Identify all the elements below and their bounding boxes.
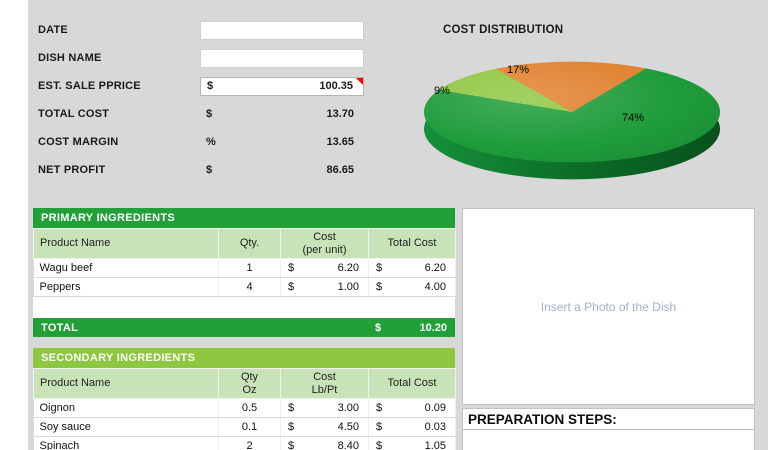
col-qty: Qty. [218, 228, 281, 259]
sale-price-value: 100.35 [319, 80, 353, 92]
cell-comment-indicator [356, 77, 363, 85]
cost-margin-value: 13.65 [326, 136, 354, 148]
secondary-ingredients-section: SECONDARY INGREDIENTS Product Name Qty O… [33, 348, 456, 450]
preparation-steps-panel: PREPARATION STEPS: [462, 408, 755, 450]
primary-ingredients-table: Product Name Qty. Cost (per unit) Total … [33, 228, 456, 297]
col-qty-oz: Qty Oz [218, 368, 281, 399]
qty-cell[interactable]: 1 [218, 258, 281, 278]
unit-cost-cell[interactable]: $1.00 [280, 277, 369, 297]
col-total-cost: Total Cost [368, 368, 456, 399]
primary-ingredients-section: PRIMARY INGREDIENTS Product Name Qty. Co… [33, 208, 456, 337]
product-name-cell[interactable]: Spinach [33, 436, 219, 450]
total-cost-value: 13.70 [326, 108, 354, 120]
col-product-name: Product Name [33, 228, 219, 259]
pie-slices [424, 61, 720, 163]
spreadsheet-left-margin [0, 0, 28, 450]
product-name-cell[interactable]: Oignon [33, 398, 219, 418]
total-label: TOTAL [41, 321, 79, 334]
cost-margin-row: COST MARGIN % 13.65 [38, 128, 368, 156]
col-product-name: Product Name [33, 368, 219, 399]
total-cost-label: TOTAL COST [38, 108, 110, 120]
secondary-table-header-row: Product Name Qty Oz Cost Lb/Pt Total Cos… [33, 368, 456, 399]
net-profit-value: 86.65 [326, 164, 354, 176]
cost-margin-cell: % 13.65 [200, 133, 364, 152]
total-cost-cell: $1.05 [368, 436, 456, 450]
primary-total-row: TOTAL $10.20 [33, 318, 455, 337]
qty-cell[interactable]: 4 [218, 277, 281, 297]
pie-label-9: 9% [434, 85, 450, 97]
table-row: Oignon 0.5 $3.00 $0.09 [33, 398, 456, 418]
net-profit-row: NET PROFIT $ 86.65 [38, 156, 368, 184]
total-cost-cell: $4.00 [368, 277, 456, 297]
photo-placeholder-text: Insert a Photo of the Dish [540, 299, 677, 314]
unit-cost-cell[interactable]: $8.40 [280, 436, 369, 450]
cost-distribution-pie-chart[interactable] [424, 61, 720, 180]
dish-name-input[interactable] [200, 48, 364, 68]
secondary-ingredients-header: SECONDARY INGREDIENTS [33, 348, 455, 368]
total-cost-cell: $0.03 [368, 417, 456, 437]
table-row: Spinach 2 $8.40 $1.05 [33, 436, 456, 450]
currency-symbol: $ [207, 80, 214, 92]
currency-symbol: $ [206, 164, 213, 176]
col-cost-per-unit: Cost (per unit) [280, 228, 369, 259]
pie-label-17: 17% [507, 64, 530, 76]
total-cost-cell: $ 13.70 [200, 105, 364, 124]
table-row: Peppers 4 $1.00 $4.00 [33, 277, 456, 297]
date-label: DATE [38, 24, 68, 36]
dish-name-row: DISH NAME [38, 44, 368, 72]
unit-cost-cell[interactable]: $4.50 [280, 417, 369, 437]
date-row: DATE [38, 16, 368, 44]
product-name-cell[interactable]: Wagu beef [33, 258, 219, 278]
currency-symbol: $ [206, 108, 213, 120]
net-profit-label: NET PROFIT [38, 164, 106, 176]
empty-ingredient-row[interactable] [33, 297, 455, 318]
percent-symbol: % [206, 136, 216, 148]
qty-cell[interactable]: 2 [218, 436, 281, 450]
secondary-ingredients-table: Product Name Qty Oz Cost Lb/Pt Total Cos… [33, 368, 456, 450]
cost-margin-label: COST MARGIN [38, 136, 119, 148]
qty-cell[interactable]: 0.5 [218, 398, 281, 418]
table-row: Wagu beef 1 $6.20 $6.20 [33, 258, 456, 278]
primary-ingredients-header: PRIMARY INGREDIENTS [33, 208, 455, 228]
product-name-cell[interactable]: Peppers [33, 277, 219, 297]
total-cost-cell: $6.20 [368, 258, 456, 278]
sale-price-row: EST. SALE PPRICE $ 100.35 [38, 72, 368, 100]
sale-price-label: EST. SALE PPRICE [38, 80, 141, 92]
unit-cost-cell[interactable]: $6.20 [280, 258, 369, 278]
primary-total-value: $10.20 [375, 321, 447, 334]
dish-cost-form: DATE DISH NAME EST. SALE PPRICE $ 100.35… [38, 16, 368, 184]
total-cost-cell: $0.09 [368, 398, 456, 418]
table-row: Soy sauce 0.1 $4.50 $0.03 [33, 417, 456, 437]
col-cost-lb-pt: Cost Lb/Pt [280, 368, 369, 399]
net-profit-cell: $ 86.65 [200, 161, 364, 180]
date-input[interactable] [200, 20, 364, 40]
sale-price-input[interactable]: $ 100.35 [200, 76, 364, 96]
pie-label-74: 74% [622, 112, 645, 124]
dish-name-label: DISH NAME [38, 52, 102, 64]
primary-table-header-row: Product Name Qty. Cost (per unit) Total … [33, 228, 456, 259]
total-cost-row: TOTAL COST $ 13.70 [38, 100, 368, 128]
dish-photo-placeholder[interactable]: Insert a Photo of the Dish [462, 208, 755, 405]
col-total-cost: Total Cost [368, 228, 456, 259]
preparation-steps-title: PREPARATION STEPS: [463, 409, 754, 430]
chart-title: COST DISTRIBUTION [443, 24, 564, 36]
qty-cell[interactable]: 0.1 [218, 417, 281, 437]
product-name-cell[interactable]: Soy sauce [33, 417, 219, 437]
unit-cost-cell[interactable]: $3.00 [280, 398, 369, 418]
